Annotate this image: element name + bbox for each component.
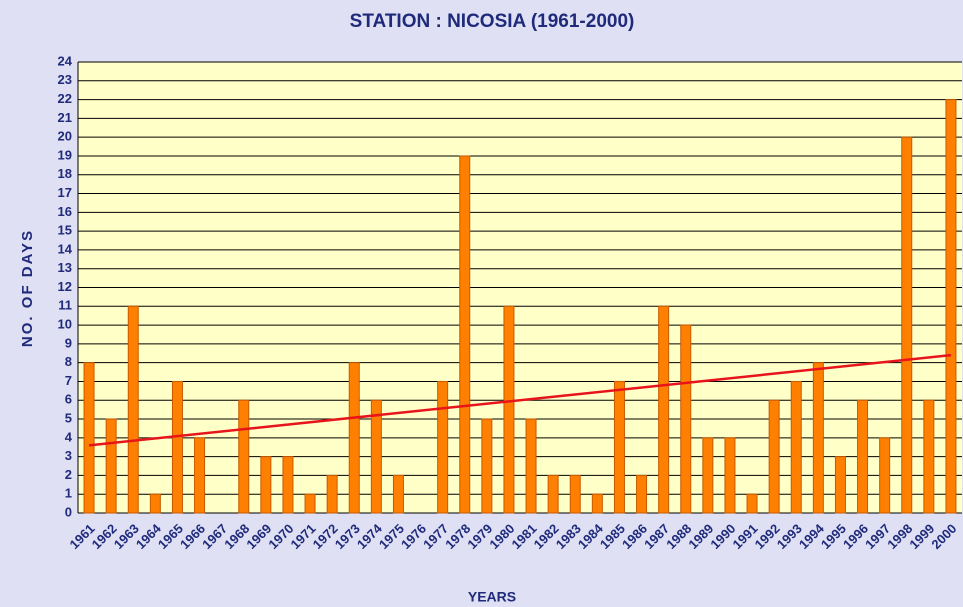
y-tick-label: 0 [65, 504, 72, 519]
bar [370, 399, 382, 514]
bar [437, 380, 449, 514]
bar [591, 493, 603, 514]
y-tick-label: 6 [65, 392, 72, 407]
y-tick-label: 21 [58, 110, 72, 125]
chart-title: STATION : NICOSIA (1961-2000) [350, 11, 635, 32]
y-tick-label: 8 [65, 354, 72, 369]
bar [392, 474, 404, 514]
bar [636, 474, 648, 514]
y-tick-label: 23 [58, 72, 72, 87]
bar [525, 418, 537, 514]
bar [768, 399, 780, 514]
bar [149, 493, 161, 514]
bar [901, 136, 913, 514]
y-tick-label: 20 [58, 129, 72, 144]
trend-line [88, 353, 952, 447]
bar [569, 474, 581, 514]
bar [613, 380, 625, 514]
bar [547, 474, 559, 514]
bar [834, 456, 846, 514]
bar [171, 380, 183, 514]
y-tick-label: 14 [58, 241, 73, 256]
bar [304, 493, 316, 514]
y-tick-label: 18 [58, 166, 72, 181]
y-tick-label: 12 [58, 279, 72, 294]
y-tick-label: 4 [65, 429, 73, 444]
y-tick-label: 22 [58, 91, 72, 106]
bar [481, 418, 493, 514]
bar [702, 437, 714, 514]
bar [238, 399, 250, 514]
y-tick-label: 3 [65, 448, 72, 463]
bar [459, 155, 471, 514]
bar [680, 324, 692, 514]
x-axis-label: YEARS [468, 589, 516, 605]
bar [879, 437, 891, 514]
bar [194, 437, 206, 514]
x-tick-label: 2000 [928, 521, 959, 552]
bar [503, 305, 515, 514]
bar [326, 474, 338, 514]
y-tick-label: 2 [65, 467, 72, 482]
bar [658, 305, 670, 514]
bar [724, 437, 736, 514]
bar [127, 305, 139, 514]
bar [923, 399, 935, 514]
y-tick-label: 17 [58, 185, 72, 200]
y-tick-label: 13 [58, 260, 72, 275]
y-tick-label: 19 [58, 147, 72, 162]
bar [945, 99, 957, 514]
y-tick-label: 15 [58, 223, 72, 238]
y-tick-label: 5 [65, 410, 72, 425]
bar [105, 418, 117, 514]
bar [348, 362, 360, 514]
y-tick-label: 1 [65, 486, 72, 501]
y-tick-label: 10 [58, 317, 72, 332]
y-tick-label: 11 [58, 298, 72, 313]
y-axis-label: NO. OF DAYS [19, 229, 36, 347]
bar [857, 399, 869, 514]
y-tick-label: 24 [58, 53, 73, 68]
y-tick-label: 16 [58, 204, 72, 219]
bar [790, 380, 802, 514]
bar [83, 362, 95, 514]
y-tick-label: 9 [65, 335, 72, 350]
bar [282, 456, 294, 514]
bar [812, 362, 824, 514]
y-tick-label: 7 [65, 373, 72, 388]
bar [746, 493, 758, 514]
bar [260, 456, 272, 514]
